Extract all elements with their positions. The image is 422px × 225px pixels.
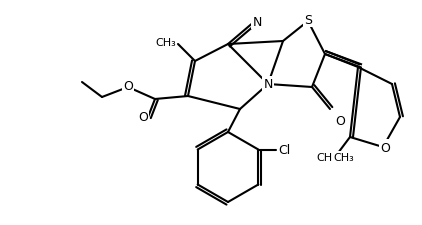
Text: O: O <box>335 115 345 127</box>
Text: CH₃: CH₃ <box>316 152 337 162</box>
Text: O: O <box>138 111 148 124</box>
Text: N: N <box>252 16 262 28</box>
Text: N: N <box>263 78 273 91</box>
Text: Cl: Cl <box>279 143 291 156</box>
Text: O: O <box>380 141 390 154</box>
Text: S: S <box>304 14 312 26</box>
Text: O: O <box>123 79 133 92</box>
Text: CH₃: CH₃ <box>155 38 176 48</box>
Text: CH₃: CH₃ <box>333 152 354 162</box>
